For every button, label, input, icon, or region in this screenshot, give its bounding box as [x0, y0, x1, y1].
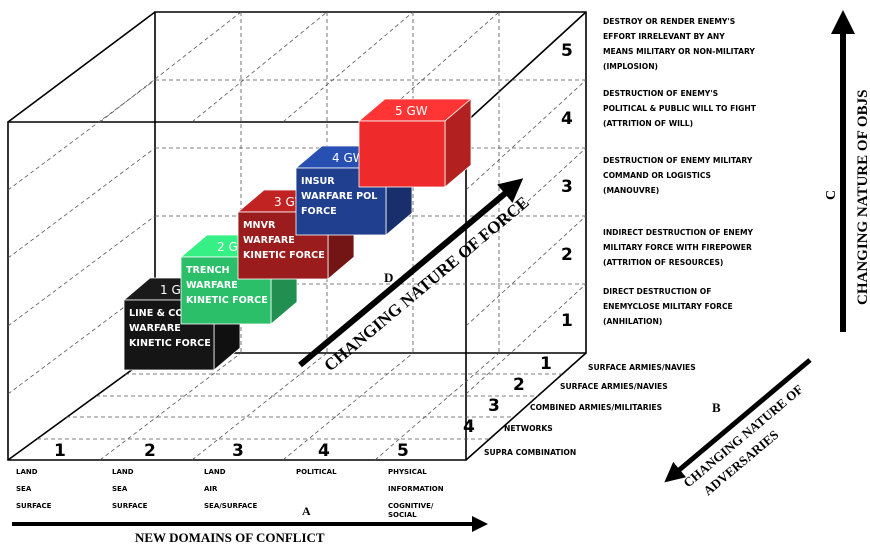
svg-text:PHYSICAL: PHYSICAL [388, 468, 427, 476]
domain-level-3: 3 [232, 441, 244, 461]
generation-description-line: LINE & COLM [129, 308, 199, 319]
domain-level-2: 2 [144, 441, 156, 461]
generation-description-line: TRENCH [186, 265, 230, 276]
objectives-axis-label: CHANGING NATURE OF OBJS [855, 90, 870, 305]
svg-text:SEA/SURFACE: SEA/SURFACE [204, 502, 257, 510]
objective-levels: 5 4 3 2 1 [561, 41, 573, 331]
svg-text:LAND: LAND [16, 468, 38, 476]
objective-level-3: 3 [561, 177, 573, 197]
svg-text:SEA: SEA [112, 485, 128, 493]
svg-text:MEANS MILITARY OR NON-MILITARY: MEANS MILITARY OR NON-MILITARY [603, 47, 755, 56]
adversary-level-2: 2 [513, 375, 525, 395]
svg-text:COMMAND OR LOGISTICS: COMMAND OR LOGISTICS [603, 171, 711, 180]
svg-text:DESTRUCTION OF ENEMY'S: DESTRUCTION OF ENEMY'S [603, 89, 718, 98]
svg-text:SOCIAL: SOCIAL [388, 511, 417, 519]
force-axis-letter: D [384, 270, 393, 285]
adversary-levels: 1 2 3 4 [463, 354, 552, 437]
svg-text:SURFACE ARMIES/NAVIES: SURFACE ARMIES/NAVIES [588, 363, 696, 372]
generation-description-line: WARFARE [243, 235, 295, 246]
generation-title: 4 GW [332, 151, 365, 165]
svg-text:SURFACE: SURFACE [16, 502, 52, 510]
svg-text:SURFACE: SURFACE [112, 502, 148, 510]
adversary-level-1: 1 [540, 354, 552, 374]
svg-text:COGNITIVE/: COGNITIVE/ [388, 502, 434, 510]
generation-description-line: FORCE [301, 206, 337, 217]
adversaries-axis-label-line1: CHANGING NATURE OF [680, 381, 806, 490]
domain-level-1: 1 [54, 441, 66, 461]
objective-level-4: 4 [561, 109, 573, 129]
domain-level-4: 4 [318, 441, 330, 461]
generation-description-line: KINETIC FORCE [129, 338, 211, 349]
svg-text:ENEMYCLOSE MILITARY FORCE: ENEMYCLOSE MILITARY FORCE [603, 302, 733, 311]
generation-description-line: INSUR [301, 176, 335, 187]
svg-text:POLITICAL & PUBLIC WILL TO FIG: POLITICAL & PUBLIC WILL TO FIGHT [603, 104, 757, 113]
box-frame [7, 11, 587, 461]
domain-1-items: LAND SEA SURFACE [16, 468, 52, 510]
objective-level-1: 1 [561, 311, 573, 331]
svg-text:(IMPLOSION): (IMPLOSION) [603, 62, 658, 71]
generation-description-line: WARFARE POL [301, 191, 377, 202]
domain-2-items: LAND SEA SURFACE [112, 468, 148, 510]
generation-cube-5: 5 GW [357, 98, 473, 188]
svg-text:LAND: LAND [204, 468, 226, 476]
svg-text:NETWORKS: NETWORKS [504, 424, 553, 433]
objective-4-text: DESTRUCTION OF ENEMY'S POLITICAL & PUBLI… [603, 89, 757, 128]
svg-text:COMBINED ARMIES/MILITARIES: COMBINED ARMIES/MILITARIES [530, 403, 662, 412]
svg-text:(MANOUVRE): (MANOUVRE) [603, 186, 659, 195]
domain-level-5: 5 [397, 441, 409, 461]
generation-description-line: KINETIC FORCE [243, 250, 325, 261]
svg-text:(ATTRITION OF WILL): (ATTRITION OF WILL) [603, 119, 693, 128]
svg-text:SEA: SEA [16, 485, 32, 493]
generation-description-line: MNVR [243, 220, 276, 231]
cube-front-face [358, 120, 446, 188]
domain-3-items: LAND AIR SEA/SURFACE [204, 468, 257, 510]
svg-text:MILITARY FORCE WITH FIREPOWER: MILITARY FORCE WITH FIREPOWER [603, 243, 752, 252]
generation-description-line: WARFARE [186, 280, 238, 291]
objective-level-5: 5 [561, 41, 573, 61]
domains-axis-letter: A [302, 504, 311, 518]
objective-level-2: 2 [561, 245, 573, 265]
edge-bottom-right [465, 352, 587, 461]
adversaries-axis-arrow [664, 358, 812, 483]
edge-top-left [7, 11, 156, 123]
svg-text:POLITICAL: POLITICAL [296, 468, 337, 476]
objective-descriptions: DESTROY OR RENDER ENEMY'S EFFORT IRRELEV… [603, 17, 757, 326]
domain-5-items: PHYSICAL INFORMATION COGNITIVE/ SOCIAL [388, 468, 444, 519]
edge-top-right [465, 11, 587, 123]
force-axis-arrow [298, 178, 524, 368]
svg-text:DESTRUCTION OF ENEMY MILITARY: DESTRUCTION OF ENEMY MILITARY [603, 156, 753, 165]
domain-items: LAND SEA SURFACE LAND SEA SURFACE LAND A… [16, 468, 444, 519]
objective-3-text: DESTRUCTION OF ENEMY MILITARY COMMAND OR… [603, 156, 753, 195]
svg-text:(ATTRITION OF RESOURCES): (ATTRITION OF RESOURCES) [603, 258, 723, 267]
svg-text:(ANHILATION): (ANHILATION) [603, 317, 662, 326]
objectives-axis-letter: C [824, 190, 839, 200]
objective-2-text: INDIRECT DESTRUCTION OF ENEMY MILITARY F… [603, 228, 754, 267]
domain-4-items: POLITICAL [296, 468, 337, 476]
objective-1-text: DIRECT DESTRUCTION OF ENEMYCLOSE MILITAR… [603, 287, 733, 326]
adversary-level-3: 3 [488, 396, 500, 416]
adversary-level-4: 4 [463, 417, 475, 437]
adversaries-axis-letter: B [712, 400, 721, 415]
svg-text:EFFORT IRRELEVANT BY ANY: EFFORT IRRELEVANT BY ANY [603, 32, 725, 41]
domains-axis-label: NEW DOMAINS OF CONFLICT [135, 530, 325, 545]
svg-text:SURFACE ARMIES/NAVIES: SURFACE ARMIES/NAVIES [560, 382, 668, 391]
svg-text:INDIRECT DESTRUCTION OF ENEMY: INDIRECT DESTRUCTION OF ENEMY [603, 228, 754, 237]
edge-bottom-left [7, 352, 156, 461]
svg-text:AIR: AIR [204, 485, 218, 493]
generation-description-line: WARFARE [129, 323, 181, 334]
svg-text:LAND: LAND [112, 468, 134, 476]
svg-text:DIRECT DESTRUCTION OF: DIRECT DESTRUCTION OF [603, 287, 711, 296]
svg-text:INFORMATION: INFORMATION [388, 485, 444, 493]
adversary-items: SURFACE ARMIES/NAVIES SURFACE ARMIES/NAV… [484, 363, 696, 457]
objective-5-text: DESTROY OR RENDER ENEMY'S EFFORT IRRELEV… [603, 17, 755, 71]
svg-text:SUPRA COMBINATION: SUPRA COMBINATION [484, 448, 576, 457]
generation-description-line: KINETIC FORCE [186, 295, 268, 306]
svg-text:DESTROY OR RENDER ENEMY'S: DESTROY OR RENDER ENEMY'S [603, 17, 735, 26]
generation-title: 5 GW [395, 104, 428, 118]
domain-levels: 1 2 3 4 5 [54, 441, 409, 461]
